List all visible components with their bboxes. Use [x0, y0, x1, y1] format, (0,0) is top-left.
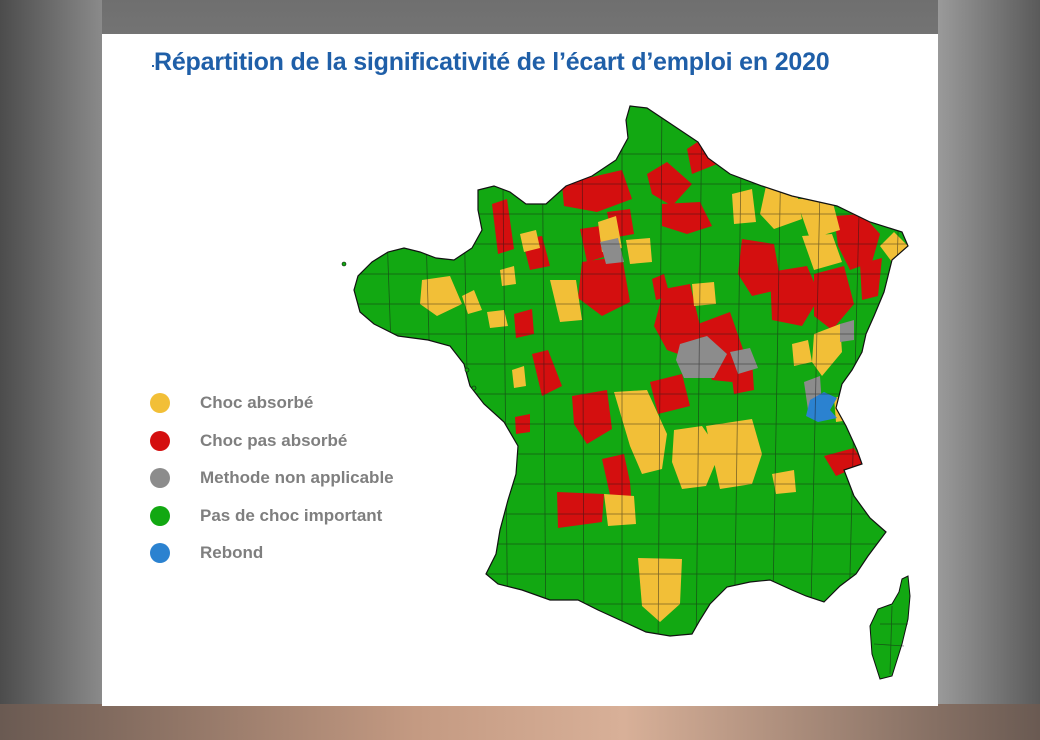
- legend-item-rebond: Rebond: [150, 541, 450, 579]
- island-re: [464, 367, 470, 373]
- france-outline: [353, 105, 909, 637]
- island-ouessant: [341, 261, 347, 267]
- green-dot-icon: [150, 505, 170, 526]
- region-choc-pas-absorbe: [492, 139, 882, 528]
- region-rebond: [806, 392, 837, 422]
- yellow-dot-icon: [150, 393, 170, 413]
- legend-label: Rebond: [200, 543, 264, 562]
- slide: Répartition de la significativité de l’é…: [102, 34, 938, 706]
- island-oleron: [471, 385, 477, 391]
- corsica-borders: [873, 605, 908, 675]
- legend-label: Choc absorbé: [200, 393, 314, 412]
- red-dot-icon: [150, 430, 170, 451]
- background-blur-bottom: [0, 704, 1040, 740]
- legend-item-choc-absorbe: Choc absorbé: [150, 391, 450, 429]
- grey-dot-icon: [150, 468, 170, 488]
- legend-label: Choc pas absorbé: [200, 430, 348, 450]
- background-blur-right: [938, 0, 1040, 740]
- france-department-map: [341, 105, 911, 680]
- corsica-region: [869, 575, 911, 680]
- legend-item-pas-de-choc-important: Pas de choc important: [150, 504, 450, 542]
- legend-label: Methode non applicable: [200, 468, 394, 487]
- background-blur-left: [0, 0, 102, 740]
- slide-title: Répartition de la significativité de l’é…: [154, 48, 830, 76]
- title-bullet: [152, 65, 154, 67]
- legend-label: Pas de choc important: [200, 505, 383, 525]
- map-legend: Choc absorbé Choc pas absorbé Methode no…: [150, 391, 450, 579]
- blue-dot-icon: [150, 543, 170, 563]
- legend-item-methode-non-applicable: Methode non applicable: [150, 466, 450, 504]
- legend-item-choc-pas-absorbe: Choc pas absorbé: [150, 429, 450, 467]
